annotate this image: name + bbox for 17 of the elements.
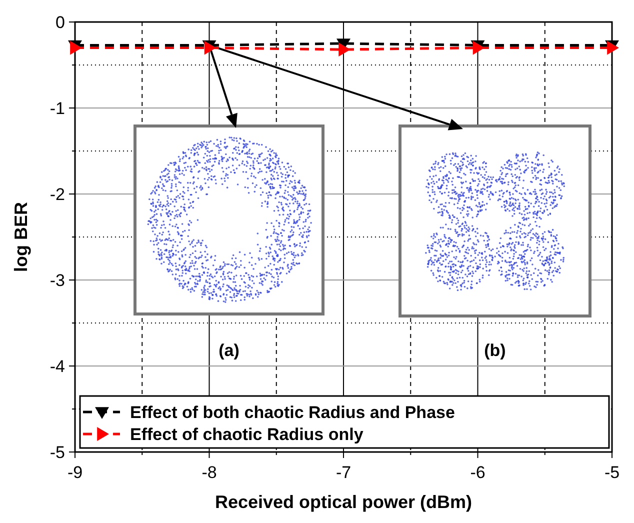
x-axis-title: Received optical power (dBm): [214, 492, 472, 512]
y-tick-label: -4: [50, 357, 65, 376]
annotation: (a): [218, 341, 240, 360]
x-tick-label: -5: [604, 463, 620, 482]
y-tick-label: -3: [50, 271, 65, 290]
y-tick-label: -2: [50, 185, 65, 204]
x-tick-label: -6: [470, 463, 486, 482]
y-tick-label: 0: [56, 13, 65, 32]
legend-label: Effect of chaotic Radius only: [130, 425, 364, 444]
x-tick-label: -8: [202, 463, 217, 482]
annotation: (b): [484, 341, 506, 360]
y-axis-title: log BER: [11, 202, 31, 272]
legend-label: Effect of both chaotic Radius and Phase: [130, 403, 455, 422]
y-tick-label: -1: [50, 99, 65, 118]
y-tick-label: -5: [50, 443, 65, 462]
x-tick-label: -7: [336, 463, 352, 482]
x-tick-label: -9: [67, 463, 83, 482]
